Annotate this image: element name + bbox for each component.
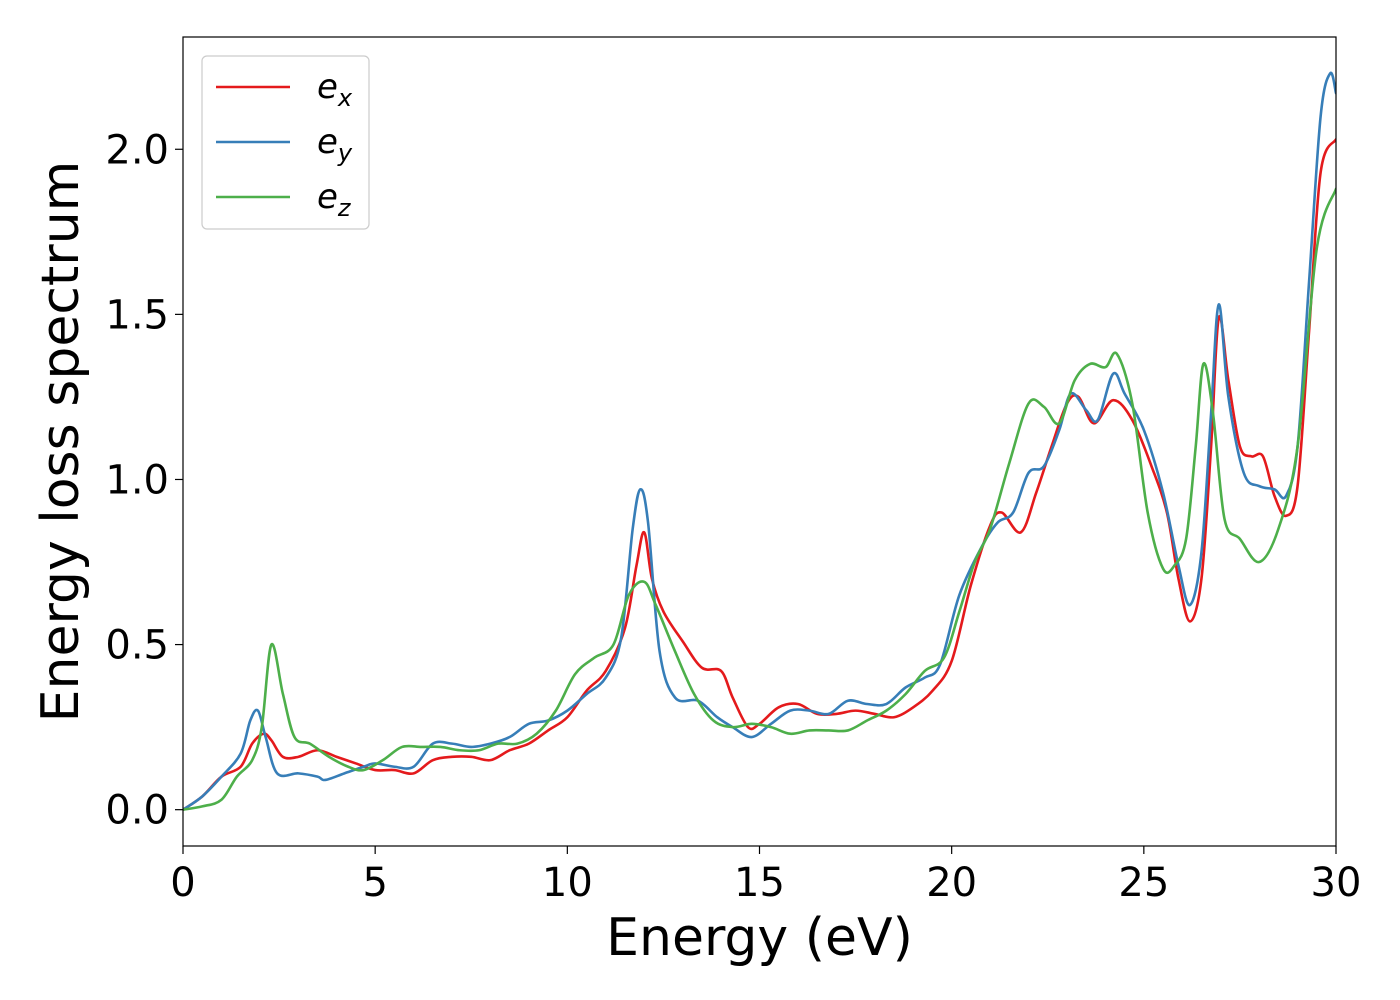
series-layer (183, 71, 1336, 811)
x-tick-label: 25 (1118, 860, 1169, 906)
series-line-y (183, 71, 1336, 811)
x-tick-label: 10 (542, 860, 593, 906)
legend-item-y: ey (216, 122, 353, 167)
x-axis: 0 5 10 15 20 25 30 (170, 846, 1361, 906)
y-tick-label: 2.0 (105, 127, 169, 173)
y-tick-label: 0.0 (105, 788, 169, 834)
y-tick-label: 1.0 (105, 457, 169, 503)
x-axis-title: Energy (eV) (606, 908, 913, 968)
legend-label: ex (317, 67, 353, 112)
legend-item-x: ex (216, 67, 353, 112)
x-tick-label: 20 (926, 860, 977, 906)
legend-label: ez (317, 177, 352, 222)
legend: ex ey ez (201, 55, 370, 230)
x-tick-label: 30 (1311, 860, 1362, 906)
y-axis: 0.0 0.5 1.0 1.5 2.0 (105, 127, 183, 834)
series-line-z (183, 187, 1336, 811)
x-tick-label: 5 (362, 860, 387, 906)
y-tick-label: 0.5 (105, 623, 169, 669)
legend-label: ey (317, 122, 353, 167)
y-tick-label: 1.5 (105, 292, 169, 338)
y-axis-title: Energy loss spectrum (31, 161, 91, 723)
x-tick-label: 15 (734, 860, 785, 906)
x-tick-label: 0 (170, 860, 195, 906)
legend-item-z: ez (216, 177, 352, 222)
